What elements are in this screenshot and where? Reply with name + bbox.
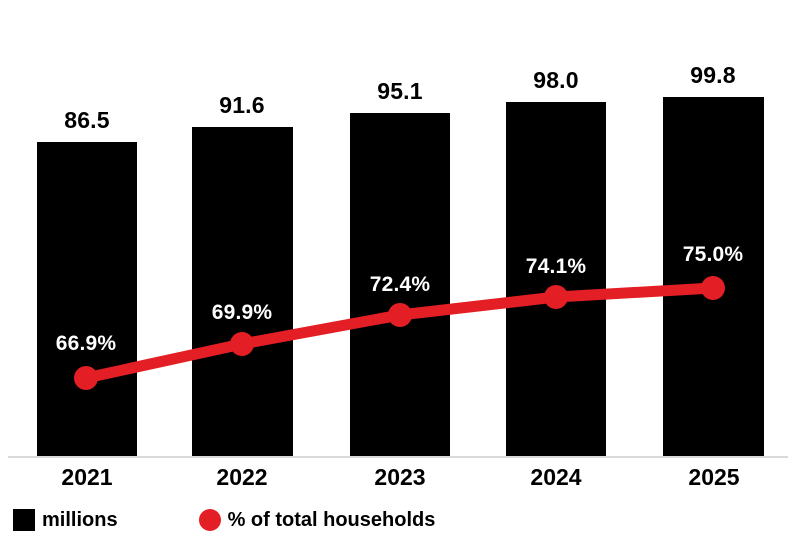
line-value-label-2022: 69.9% (211, 301, 273, 324)
line-value-label-2021: 66.9% (55, 332, 117, 355)
x-axis-label-2022: 2022 (216, 464, 268, 490)
legend: millions % of total households (13, 506, 435, 534)
bar-value-label-2024: 98.0 (533, 67, 579, 93)
bar-value-label-2021: 86.5 (64, 107, 110, 133)
bar-value-label-2025: 99.8 (690, 62, 736, 88)
millions-square-icon (13, 509, 35, 531)
line-value-label-2023: 72.4% (369, 273, 431, 296)
bar-2024 (506, 102, 606, 456)
x-axis-label-2023: 2023 (374, 464, 426, 490)
line-value-label-2025: 75.0% (682, 243, 744, 266)
x-axis-baseline (8, 456, 788, 458)
x-axis-label-2024: 2024 (530, 464, 582, 490)
legend-label-households: % of total households (227, 508, 436, 531)
bar-2025 (663, 97, 764, 456)
line-value-label-2024: 74.1% (525, 255, 587, 278)
x-axis-label-2021: 2021 (61, 464, 113, 490)
bar-2022 (192, 127, 293, 456)
bar-value-label-2023: 95.1 (377, 78, 423, 104)
legend-label-millions: millions (42, 508, 118, 531)
x-axis-label-2025: 2025 (688, 464, 740, 490)
bar-value-label-2022: 91.6 (219, 92, 265, 118)
bar-2021 (37, 142, 137, 456)
households-dot-icon (198, 509, 221, 531)
